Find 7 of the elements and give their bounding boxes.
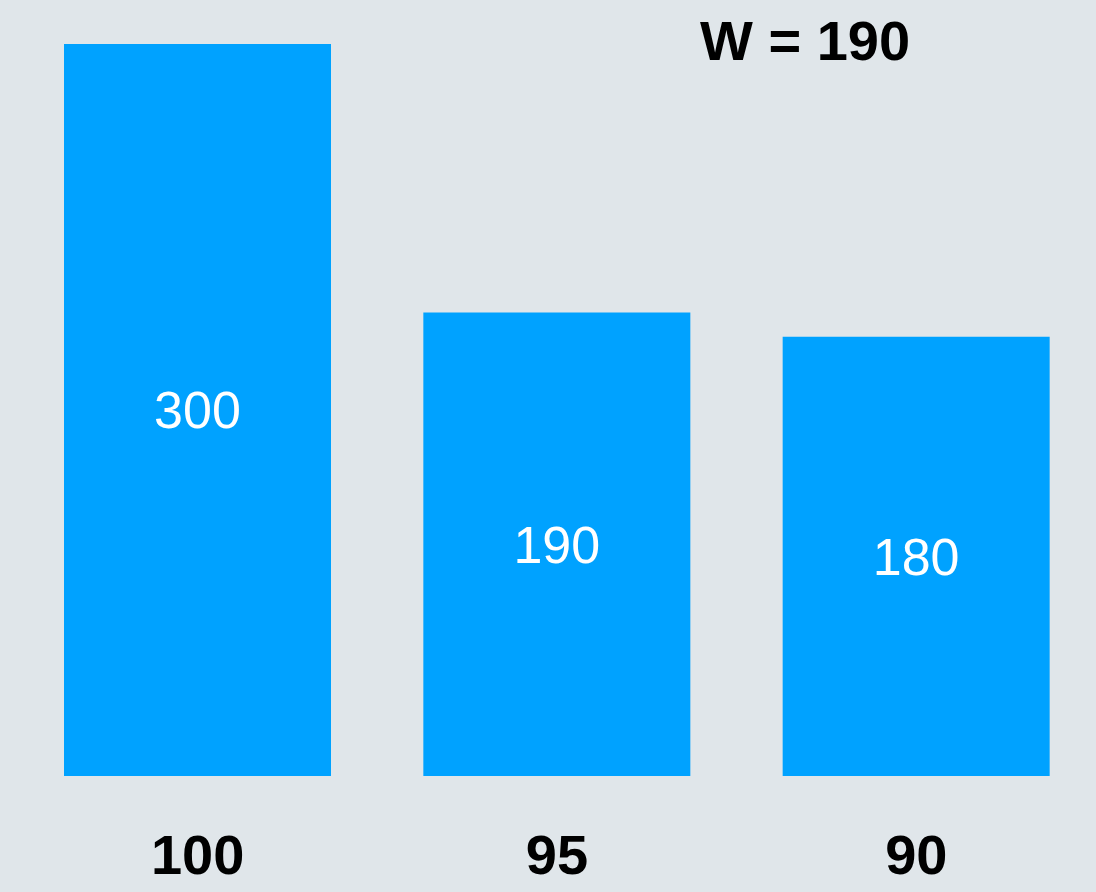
data-label: 180 [872, 527, 960, 586]
x-tick-label: 100 [150, 822, 245, 886]
data-label: 300 [154, 381, 241, 440]
data-label: 190 [513, 515, 601, 574]
x-tick-label: 95 [525, 822, 589, 886]
annotation: W = 190 [700, 8, 911, 73]
x-tick-label: 90 [885, 822, 948, 886]
